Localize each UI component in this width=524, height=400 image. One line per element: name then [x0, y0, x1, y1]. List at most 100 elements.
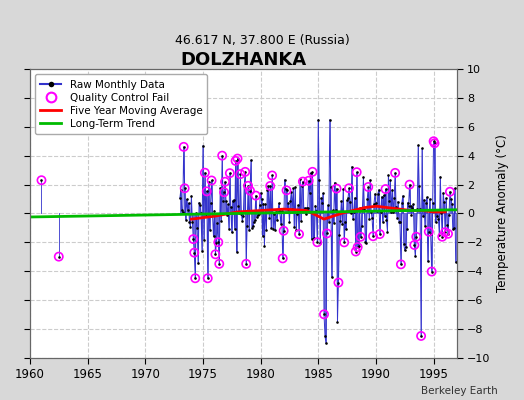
- Point: [407, 212, 416, 218]
- Point: [326, 184, 335, 190]
- Point: [282, 187, 291, 194]
- Point: [241, 169, 249, 175]
- Point: [332, 185, 341, 192]
- Point: [305, 190, 314, 196]
- Point: [391, 170, 399, 176]
- Point: [236, 171, 245, 177]
- Point: [337, 198, 345, 205]
- Point: [373, 207, 381, 214]
- Point: [264, 183, 272, 190]
- Point: [433, 213, 442, 220]
- Point: [286, 198, 294, 204]
- Point: [269, 226, 277, 232]
- Point: [431, 219, 440, 226]
- Point: [265, 214, 274, 221]
- Point: [220, 189, 228, 196]
- Point: [188, 218, 196, 225]
- Point: [386, 177, 395, 183]
- Point: [345, 185, 353, 192]
- Point: [242, 261, 250, 267]
- Point: [434, 216, 443, 222]
- Point: [190, 250, 199, 256]
- Point: [231, 226, 239, 232]
- Point: [398, 200, 406, 206]
- Legend: Raw Monthly Data, Quality Control Fail, Five Year Moving Average, Long-Term Tren: Raw Monthly Data, Quality Control Fail, …: [35, 74, 208, 134]
- Point: [339, 186, 347, 192]
- Point: [260, 242, 269, 249]
- Point: [314, 116, 322, 123]
- Point: [389, 208, 397, 215]
- Point: [376, 231, 384, 237]
- Point: [403, 200, 412, 206]
- Point: [424, 228, 433, 235]
- Point: [417, 333, 425, 339]
- Point: [370, 201, 378, 207]
- Point: [226, 170, 234, 176]
- Point: [319, 190, 328, 196]
- Point: [248, 225, 256, 231]
- Point: [406, 203, 414, 210]
- Point: [219, 198, 227, 204]
- Point: [301, 204, 309, 211]
- Point: [436, 174, 444, 180]
- Point: [201, 170, 209, 176]
- Point: [356, 234, 365, 240]
- Point: [216, 184, 224, 191]
- Point: [384, 172, 392, 178]
- Point: [310, 235, 319, 241]
- Point: [180, 185, 189, 192]
- Point: [315, 177, 323, 184]
- Point: [203, 275, 212, 282]
- Point: [379, 192, 388, 198]
- Point: [187, 193, 195, 199]
- Point: [348, 164, 356, 170]
- Point: [308, 236, 316, 242]
- Point: [325, 116, 334, 123]
- Point: [283, 206, 292, 212]
- Point: [395, 219, 403, 226]
- Point: [213, 220, 222, 226]
- Point: [412, 234, 420, 240]
- Point: [255, 202, 264, 208]
- Point: [249, 223, 257, 229]
- Point: [232, 158, 240, 164]
- Point: [343, 197, 351, 204]
- Point: [313, 239, 322, 246]
- Point: [351, 195, 359, 201]
- Point: [279, 255, 287, 262]
- Point: [356, 234, 365, 240]
- Point: [441, 229, 449, 236]
- Point: [320, 311, 328, 318]
- Point: [271, 227, 279, 233]
- Point: [446, 188, 454, 195]
- Point: [449, 226, 457, 232]
- Point: [250, 217, 259, 223]
- Point: [201, 170, 209, 176]
- Point: [272, 209, 280, 215]
- Point: [340, 239, 348, 246]
- Point: [245, 227, 253, 233]
- Point: [299, 178, 307, 185]
- Point: [242, 261, 250, 267]
- Point: [363, 196, 372, 202]
- Point: [335, 232, 344, 238]
- Point: [239, 213, 247, 220]
- Point: [364, 184, 373, 190]
- Point: [183, 206, 192, 213]
- Point: [240, 182, 248, 188]
- Point: [377, 208, 385, 215]
- Point: [257, 196, 266, 203]
- Point: [274, 209, 282, 215]
- Text: 46.617 N, 37.800 E (Russia): 46.617 N, 37.800 E (Russia): [174, 34, 350, 47]
- Point: [330, 219, 338, 226]
- Point: [354, 244, 362, 250]
- Point: [332, 185, 341, 192]
- Point: [372, 200, 380, 206]
- Point: [405, 203, 413, 210]
- Point: [324, 202, 332, 208]
- Point: [429, 138, 438, 144]
- Point: [313, 239, 322, 246]
- Point: [225, 225, 233, 232]
- Point: [178, 206, 186, 213]
- Point: [438, 234, 446, 240]
